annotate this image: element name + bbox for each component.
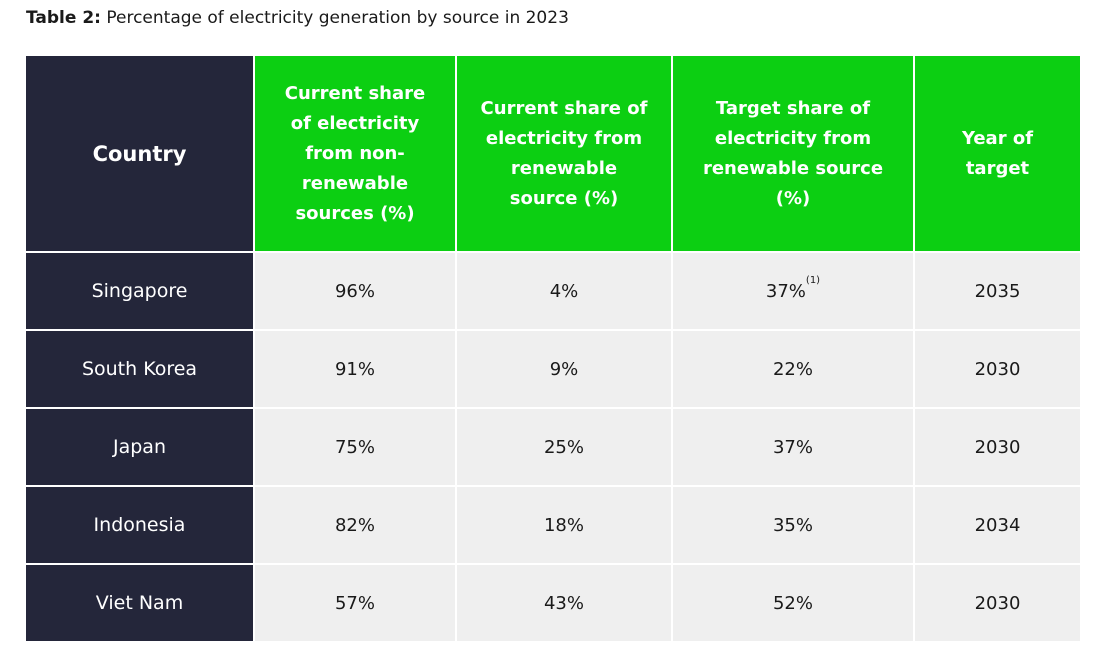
non-renewable-cell: 82% [255,487,455,563]
renewable-cell-value: 43% [543,592,584,614]
target-cell: 22% [673,331,913,407]
renewable-cell-value: 4% [549,280,579,302]
footnote-marker: (1) [805,274,821,286]
non-renewable-cell: 91% [255,331,455,407]
year-cell: 2030 [915,331,1080,407]
header-non-renewable: Current share of electricity from non-re… [255,56,455,251]
country-cell: South Korea [26,331,253,407]
header-renewable-text: Current share of electricity from renewa… [480,97,648,209]
renewable-cell: 43% [457,565,671,641]
target-cell: 35% [673,487,913,563]
header-non-renewable-text: Current share of electricity from non-re… [284,82,426,224]
year-cell-value: 2034 [974,514,1021,536]
non-renewable-cell-value: 75% [334,436,375,458]
target-cell: 52% [673,565,913,641]
header-year-text: Year of target [961,127,1034,179]
year-cell-value: 2030 [974,436,1021,458]
country-cell-value: Viet Nam [95,592,184,614]
country-cell: Indonesia [26,487,253,563]
target-cell-value: 37% [772,436,813,458]
target-cell: 37% [673,409,913,485]
non-renewable-cell-value: 96% [334,280,375,302]
table-row: Japan 75% 25% 37% 2030 [26,409,1080,485]
renewable-cell: 18% [457,487,671,563]
non-renewable-cell-value: 57% [334,592,375,614]
year-cell-value: 2035 [974,280,1021,302]
table-row: South Korea 91% 9% 22% 2030 [26,331,1080,407]
year-cell-value: 2030 [974,592,1021,614]
renewable-cell-value: 18% [543,514,584,536]
table-row: Indonesia 82% 18% 35% 2034 [26,487,1080,563]
target-cell: 37%(1) [673,253,913,329]
caption-text: Percentage of electricity generation by … [100,8,569,28]
target-cell-value: 35% [772,514,813,536]
table-caption: Table 2: Percentage of electricity gener… [26,8,569,28]
header-country: Country [26,56,253,251]
year-cell: 2030 [915,409,1080,485]
country-cell-value: Indonesia [93,514,186,536]
country-cell: Singapore [26,253,253,329]
header-row: Country Current share of electricity fro… [26,56,1080,251]
renewable-cell: 9% [457,331,671,407]
country-cell-value: Japan [113,436,166,458]
electricity-table: Country Current share of electricity fro… [24,54,1082,643]
target-cell-value: 37% [765,280,806,302]
header-target: Target share of electricity from renewab… [673,56,913,251]
target-cell-value: 22% [772,358,813,380]
header-year: Year of target [915,56,1080,251]
non-renewable-cell: 57% [255,565,455,641]
year-cell: 2034 [915,487,1080,563]
renewable-cell-value: 25% [543,436,584,458]
country-cell-value: South Korea [81,358,198,380]
renewable-cell: 4% [457,253,671,329]
table-row: Singapore 96% 4% 37%(1) 2035 [26,253,1080,329]
header-renewable: Current share of electricity from renewa… [457,56,671,251]
year-cell: 2035 [915,253,1080,329]
target-cell-value: 52% [772,592,813,614]
non-renewable-cell: 75% [255,409,455,485]
renewable-cell: 25% [457,409,671,485]
non-renewable-cell-value: 91% [334,358,375,380]
non-renewable-cell: 96% [255,253,455,329]
renewable-cell-value: 9% [549,358,579,380]
header-target-text: Target share of electricity from renewab… [702,97,884,209]
country-cell-value: Singapore [91,280,188,302]
year-cell: 2030 [915,565,1080,641]
table-row: Viet Nam 57% 43% 52% 2030 [26,565,1080,641]
non-renewable-cell-value: 82% [334,514,375,536]
country-cell: Viet Nam [26,565,253,641]
year-cell-value: 2030 [974,358,1021,380]
caption-label: Table 2: [26,8,101,28]
country-cell: Japan [26,409,253,485]
